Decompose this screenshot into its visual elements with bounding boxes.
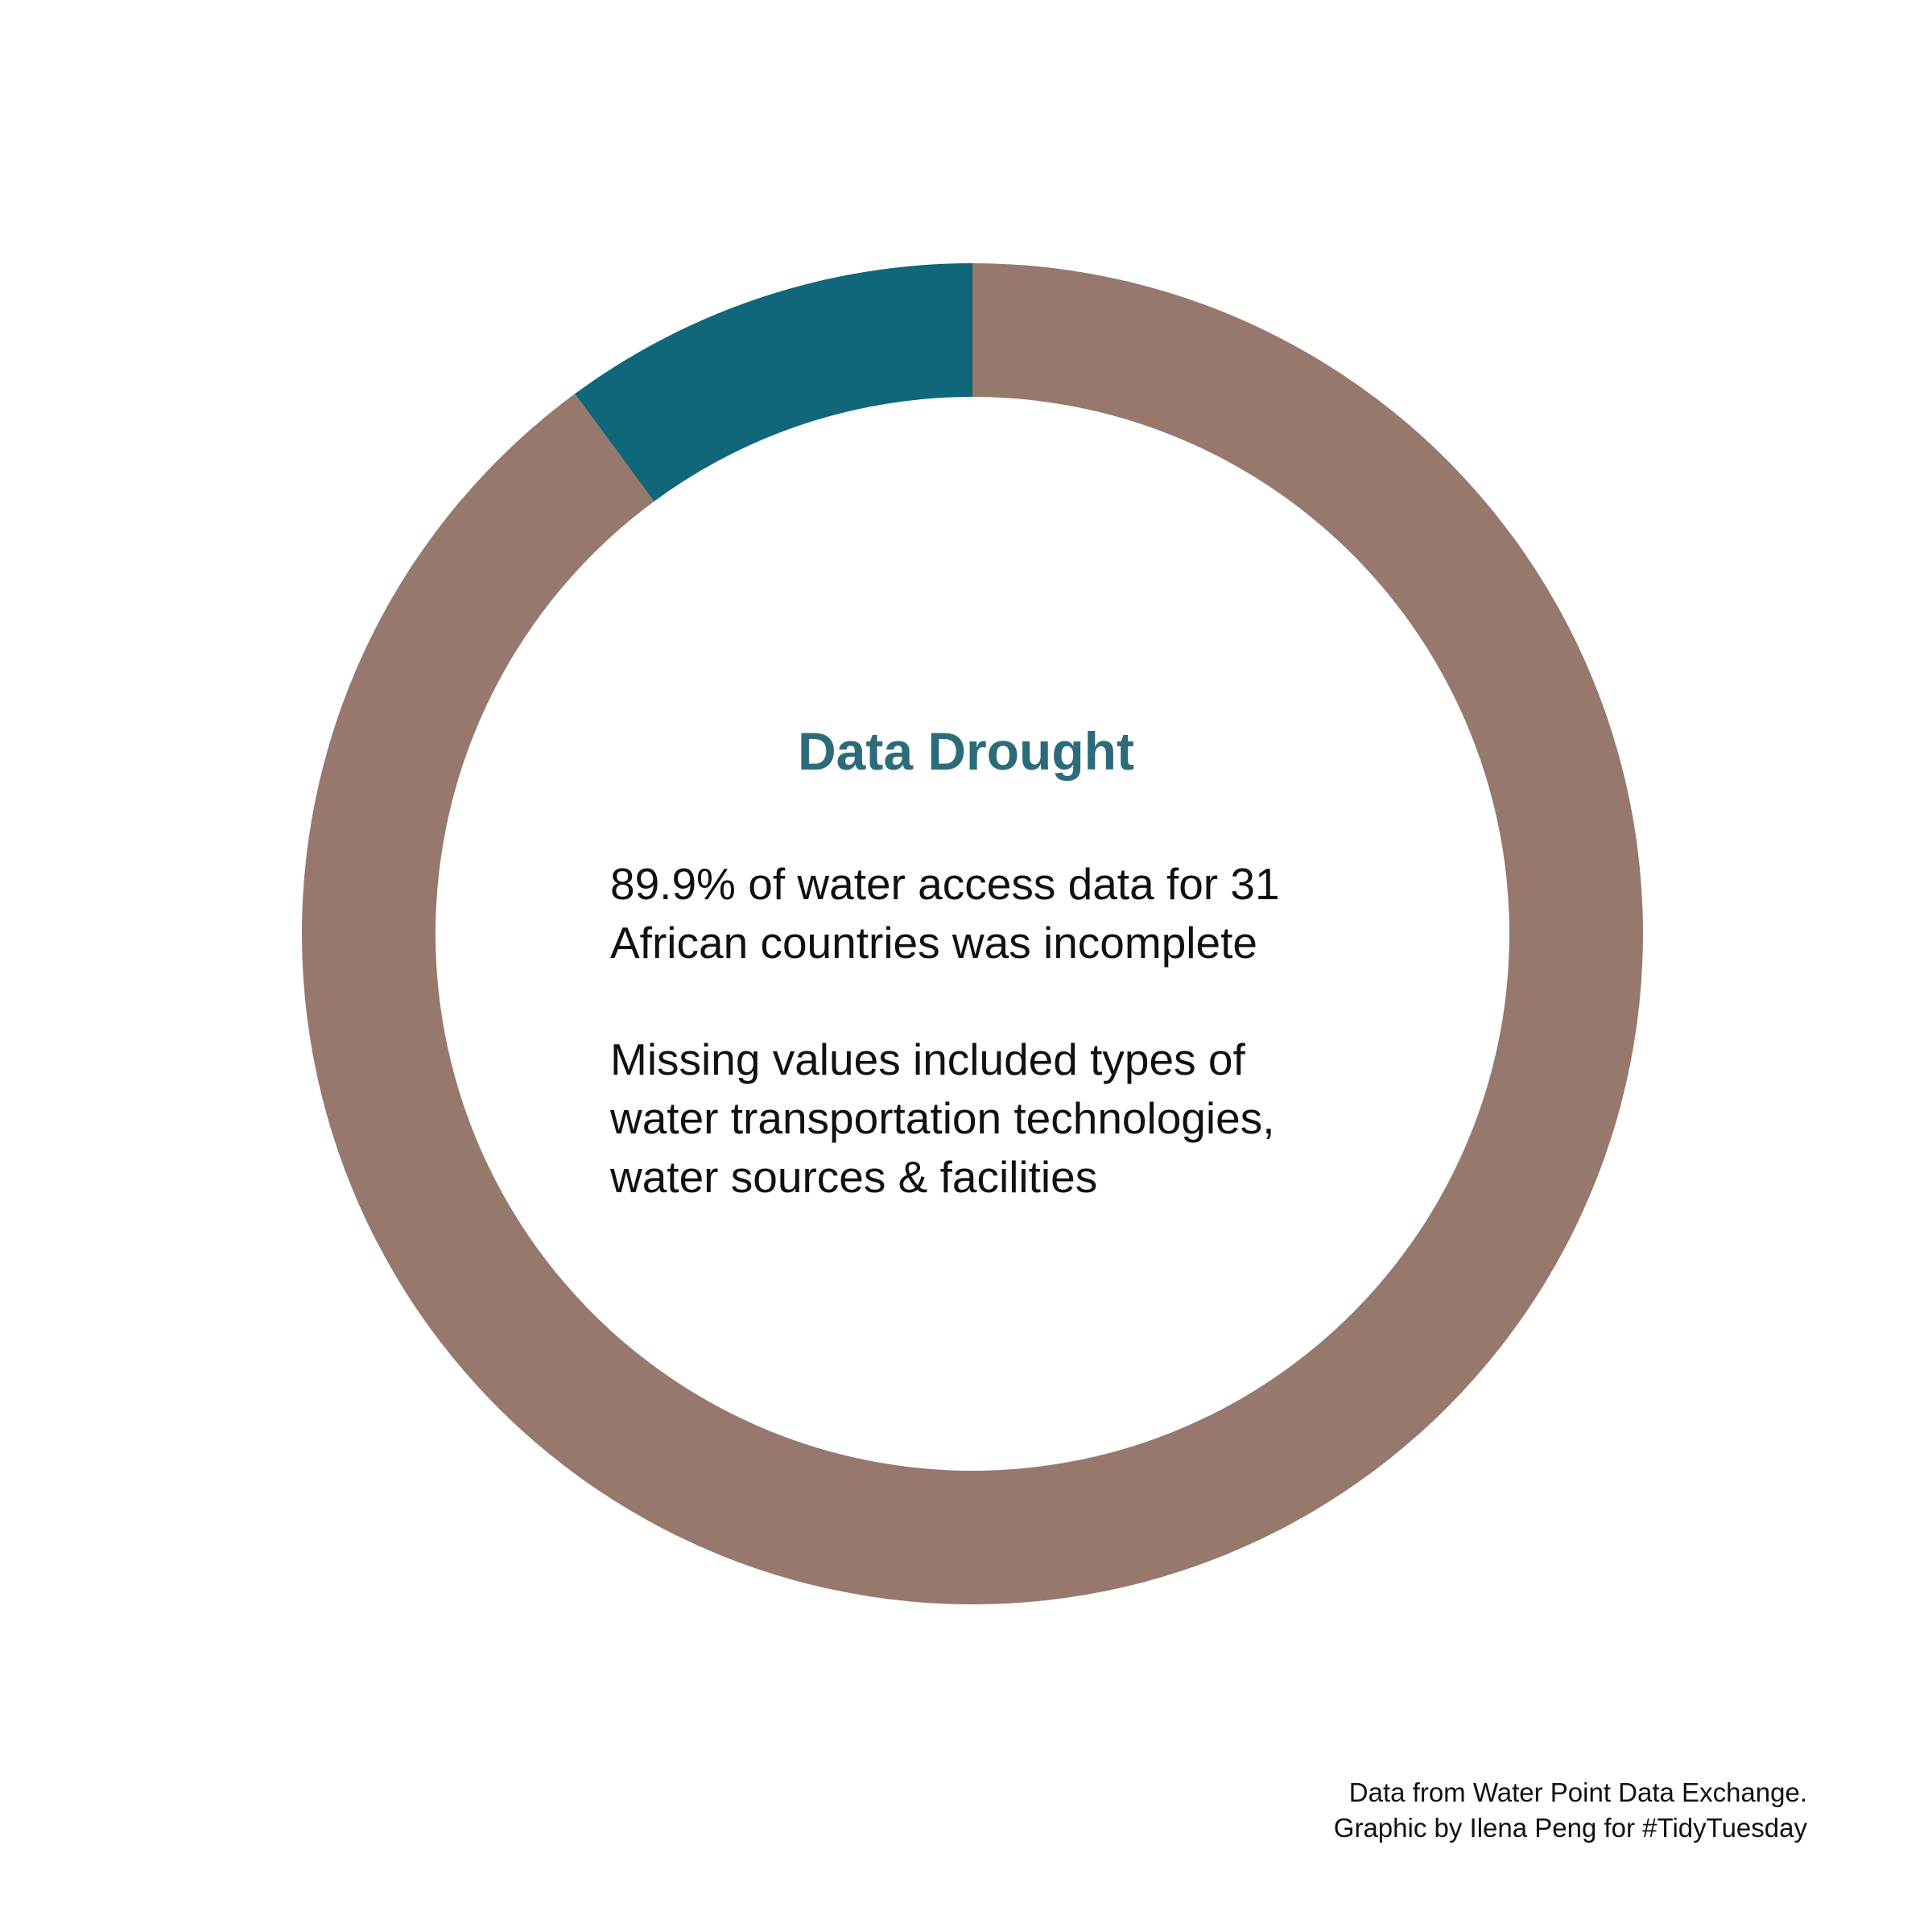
- summary-paragraph: 89.9% of water access data for 31 Africa…: [610, 855, 1399, 972]
- summary-line: African countries was incomplete: [610, 918, 1257, 968]
- detail-paragraph: Missing values included types of water t…: [610, 1030, 1399, 1207]
- donut-slice-complete: [575, 263, 972, 502]
- chart-title: Data Drought: [798, 721, 1134, 781]
- caption-line-credit: Graphic by Ilena Peng for #TidyTuesday: [1333, 1813, 1807, 1843]
- caption-line-source: Data from Water Point Data Exchange.: [1348, 1777, 1807, 1807]
- detail-line: water sources & facilities: [610, 1152, 1098, 1202]
- source-caption: Data from Water Point Data Exchange. Gra…: [1334, 1775, 1807, 1846]
- detail-line: Missing values included types of: [610, 1034, 1245, 1084]
- summary-line: 89.9% of water access data for 31: [610, 859, 1280, 909]
- detail-line: water transportation technologies,: [610, 1093, 1275, 1143]
